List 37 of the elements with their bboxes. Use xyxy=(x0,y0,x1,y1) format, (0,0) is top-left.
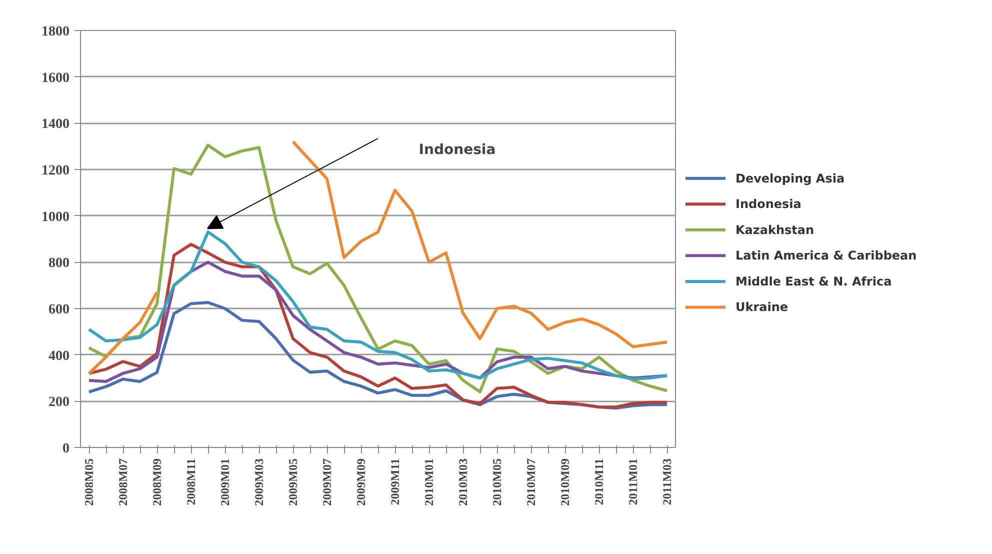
x-tick-label: 2009M09 xyxy=(354,458,368,506)
y-tick-label: 1200 xyxy=(42,164,70,178)
legend-label: Developing Asia xyxy=(736,171,845,186)
x-tick-label: 2009M05 xyxy=(286,458,300,506)
legend-label: Latin America & Caribbean xyxy=(736,248,917,263)
x-tick-label: 2010M01 xyxy=(422,458,436,506)
legend-label: Ukraine xyxy=(736,300,788,314)
x-tick-label: 2010M07 xyxy=(524,458,538,506)
y-tick-label: 1400 xyxy=(42,117,70,132)
y-tick-label: 1800 xyxy=(42,24,70,40)
legend-label: Kazakhstan xyxy=(736,222,814,237)
y-tick-label: 200 xyxy=(48,395,70,410)
y-tick-label: 800 xyxy=(48,256,70,272)
legend-label: Indonesia xyxy=(736,197,802,212)
x-tick-label: 2010M09 xyxy=(558,458,572,506)
annotation: Indonesia xyxy=(418,142,496,158)
x-tick-label: 2011M03 xyxy=(660,458,674,506)
x-tick-label: 2011M01 xyxy=(626,458,640,506)
y-tick-label: 600 xyxy=(48,302,70,318)
y-tick-label: 1000 xyxy=(42,210,70,225)
y-tick-label: 1600 xyxy=(42,70,70,86)
x-tick-label: 2008M07 xyxy=(116,458,130,506)
x-tick-label: 2008M05 xyxy=(82,458,96,506)
x-tick-label: 2009M11 xyxy=(388,458,402,506)
x-tick-label: 2009M01 xyxy=(218,458,232,506)
line-series xyxy=(88,242,668,408)
x-tick-label: 2010M11 xyxy=(592,458,606,506)
y-tick-label: 0 xyxy=(62,442,70,456)
x-tick-label: 2008M11 xyxy=(184,458,198,506)
legend-label: Middle East & N. Africa xyxy=(736,274,892,288)
line-series xyxy=(88,230,668,381)
x-tick-label: 2008M09 xyxy=(150,458,164,506)
x-tick-label: 2009M07 xyxy=(320,458,334,506)
y-tick-label: 400 xyxy=(48,348,70,364)
x-tick-label: 2010M03 xyxy=(456,458,470,506)
x-tick-label: 2010M05 xyxy=(490,458,504,506)
x-tick-label: 2009M03 xyxy=(252,458,266,506)
